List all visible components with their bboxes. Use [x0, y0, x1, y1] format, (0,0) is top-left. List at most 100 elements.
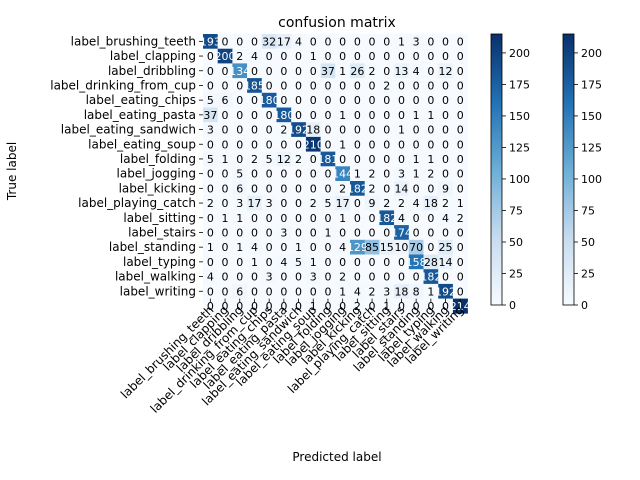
heatmap-cell [394, 181, 410, 196]
cell-value-label: 0 [427, 226, 434, 239]
colorbar-tick-label: 25 [581, 267, 595, 280]
heatmap-cell [261, 136, 277, 152]
cell-value-label: 0 [413, 300, 420, 313]
heatmap-cell [335, 166, 351, 182]
cell-value-label: 17 [336, 197, 350, 210]
cell-value-label: 0 [266, 138, 273, 151]
heatmap-cell [452, 166, 468, 182]
cell-value-label: 0 [354, 212, 361, 225]
cell-value-labels: 193 0 0 0 32 17 4 0 0 0 0 0 0 1 3 0 0 00 200 2 4 0 0 0 1 0 0 0 0 0 0 0 0… [200, 35, 471, 313]
colorbar-left: 0 25 50 75 100 125 150 175 200 [490, 33, 530, 312]
heatmap-cell [276, 78, 292, 94]
cell-value-label: 0 [354, 153, 361, 166]
heatmap-cell [423, 107, 439, 123]
cell-value-label: 1 [310, 300, 317, 313]
colorbar-tick-label: 125 [581, 141, 602, 154]
heatmap-cell [438, 122, 454, 138]
heatmap-cell [408, 283, 424, 299]
cell-value-label: 0 [324, 212, 331, 225]
heatmap-cell [291, 283, 307, 299]
cell-value-label: 0 [207, 212, 214, 225]
heatmap-cell [335, 254, 351, 270]
heatmap-cell [364, 195, 380, 211]
heatmap-cell [452, 181, 468, 196]
colorbar-tick-label: 25 [509, 267, 523, 280]
cell-value-label: 0 [442, 168, 449, 181]
cell-value-label: 0 [324, 94, 331, 107]
cell-value-label: 0 [222, 197, 229, 210]
heatmap-cell [305, 283, 321, 299]
heatmap-cell [394, 225, 410, 241]
heatmap-cell [261, 239, 277, 255]
heatmap-cell [247, 136, 263, 152]
cell-value-label: 1 [383, 300, 390, 313]
heatmap-cell [394, 151, 410, 167]
heatmap-cell [408, 181, 424, 196]
heatmap-cell [305, 107, 321, 123]
cell-value-label: 0 [280, 271, 287, 284]
cell-value-label: 0 [442, 153, 449, 166]
heatmap-cell [232, 48, 248, 64]
heatmap-cell [350, 122, 365, 138]
heatmap-cell [232, 107, 248, 123]
heatmap-cell [276, 195, 292, 211]
heatmap-cell [438, 48, 454, 64]
cell-value-label: 1 [339, 109, 346, 122]
cell-value-label: 0 [369, 226, 376, 239]
heatmap-cell [305, 63, 321, 79]
heatmap-cell [438, 78, 454, 94]
cell-value-label: 0 [413, 79, 420, 92]
heatmap-cell [452, 254, 468, 270]
heatmap-cell [438, 92, 454, 108]
cell-value-label: 0 [442, 50, 449, 63]
cell-value-label: 0 [324, 50, 331, 63]
heatmap-cell [247, 122, 263, 138]
colorbar-tick-label: 150 [509, 110, 530, 123]
cell-value-label: 0 [354, 79, 361, 92]
cell-value-label: 18 [394, 285, 408, 298]
heatmap-cell [305, 48, 321, 64]
heatmap-cell [438, 298, 454, 314]
heatmap-cell [261, 195, 277, 211]
cell-value-label: 0 [398, 300, 405, 313]
heatmap-cell [232, 210, 248, 226]
cell-value-label: 0 [207, 50, 214, 63]
cell-value-label: 3 [266, 197, 273, 210]
heatmap-cell [203, 166, 218, 182]
cell-value-label: 0 [236, 256, 243, 269]
cell-value-label: 0 [457, 168, 464, 181]
cell-value-label: 0 [413, 124, 420, 137]
heatmap-cell [261, 254, 277, 270]
cell-value-label: 0 [354, 35, 361, 48]
cell-value-label: 214 [450, 300, 471, 313]
cell-value-label: 0 [295, 94, 302, 107]
cell-value-label: 0 [207, 182, 214, 195]
cell-value-label: 192 [435, 285, 456, 298]
y-tick-label: label_stairs [128, 225, 196, 239]
heatmap-cell [247, 239, 263, 255]
cell-value-label: 4 [339, 241, 346, 254]
heatmap-cell [364, 136, 380, 152]
heatmap-cell [232, 239, 248, 255]
cell-value-label: 3 [310, 271, 317, 284]
cell-value-label: 0 [266, 285, 273, 298]
cell-value-label: 0 [280, 197, 287, 210]
heatmap-cell [350, 34, 365, 49]
cell-value-label: 0 [383, 168, 390, 181]
heatmap-cell [291, 166, 307, 182]
heatmap-cell [408, 298, 424, 314]
cell-value-label: 0 [427, 35, 434, 48]
cell-value-label: 200 [215, 50, 236, 63]
heatmap-cell [350, 254, 365, 270]
heatmap-cell [335, 239, 351, 255]
cell-value-label: 0 [442, 79, 449, 92]
heatmap-cell [291, 107, 307, 123]
heatmap-cell [247, 107, 263, 123]
cell-value-label: 0 [324, 168, 331, 181]
cell-value-label: 2 [354, 300, 361, 313]
heatmap-cell [276, 63, 292, 79]
heatmap-cell [261, 225, 277, 241]
heatmap-cell [423, 48, 439, 64]
heatmap-cell [438, 34, 454, 49]
cell-value-label: 0 [442, 94, 449, 107]
